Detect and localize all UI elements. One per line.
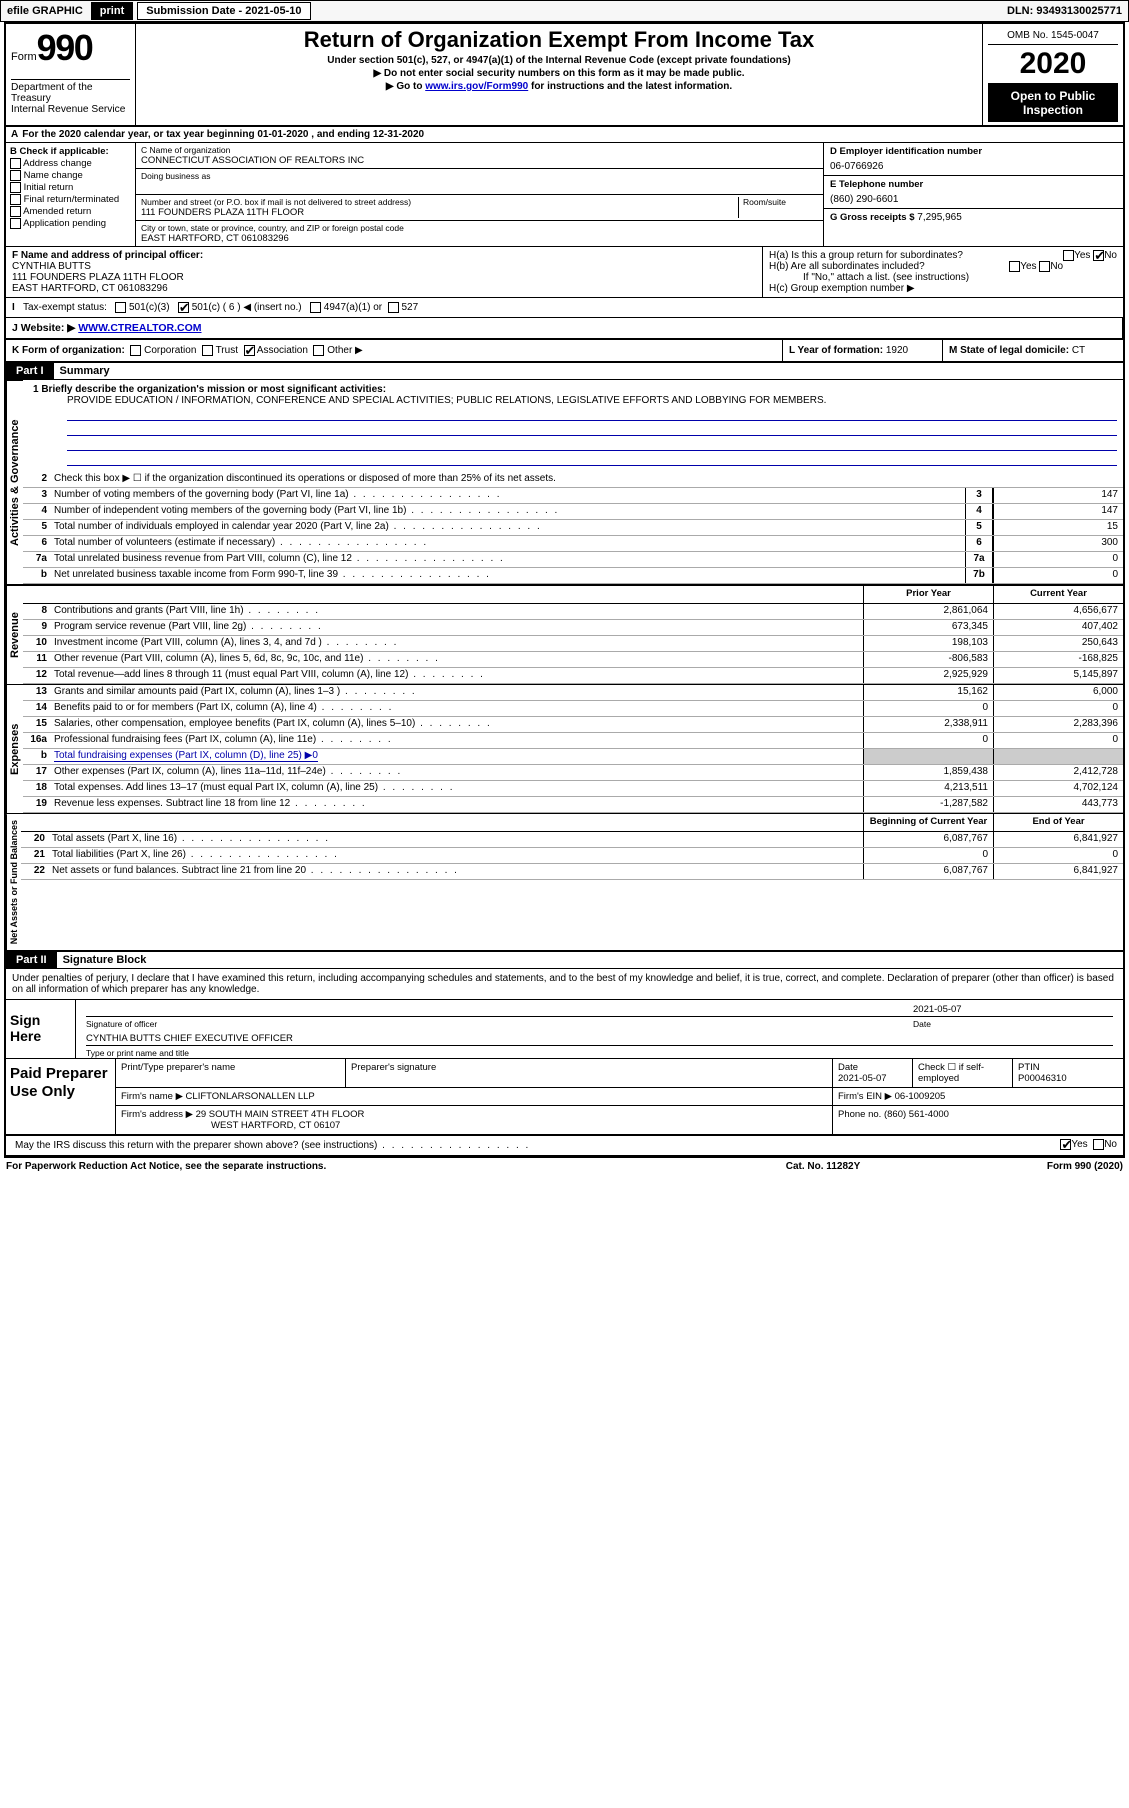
summary-grid: Activities & Governance 1 Briefly descri… bbox=[6, 380, 1123, 586]
omb-number: OMB No. 1545-0047 bbox=[988, 27, 1118, 45]
instruction-2: ▶ Go to www.irs.gov/Form990 for instruct… bbox=[141, 81, 977, 92]
officer-cell: F Name and address of principal officer:… bbox=[6, 247, 763, 297]
revenue-grid: Revenue Prior YearCurrent Year 8Contribu… bbox=[6, 586, 1123, 685]
sign-here-label: Sign Here bbox=[6, 1000, 76, 1058]
form-subtitle: Under section 501(c), 527, or 4947(a)(1)… bbox=[141, 55, 977, 66]
i-row: I Tax-exempt status: 501(c)(3) 501(c) ( … bbox=[6, 298, 1123, 318]
perjury-text: Under penalties of perjury, I declare th… bbox=[6, 969, 1123, 1000]
paid-preparer-row: Paid Preparer Use Only Print/Type prepar… bbox=[6, 1059, 1123, 1136]
page-footer: For Paperwork Reduction Act Notice, see … bbox=[0, 1158, 1129, 1175]
mission-block: 1 Briefly describe the organization's mi… bbox=[23, 380, 1123, 472]
tab-netassets: Net Assets or Fund Balances bbox=[6, 814, 21, 950]
org-name-cell: C Name of organization CONNECTICUT ASSOC… bbox=[136, 143, 823, 169]
chk-initial[interactable]: Initial return bbox=[10, 182, 131, 193]
line-a: AFor the 2020 calendar year, or tax year… bbox=[6, 127, 1123, 143]
print-button[interactable]: print bbox=[91, 2, 133, 20]
tab-revenue: Revenue bbox=[6, 586, 23, 684]
tax-year: 2020 bbox=[988, 45, 1118, 84]
netassets-grid: Net Assets or Fund Balances Beginning of… bbox=[6, 814, 1123, 952]
gross-cell: G Gross receipts $ 7,295,965 bbox=[824, 209, 1123, 226]
ein-cell: D Employer identification number06-07669… bbox=[824, 143, 1123, 176]
omb-cell: OMB No. 1545-0047 2020 Open to Public In… bbox=[983, 24, 1123, 125]
j-row: J Website: ▶ WWW.CTREALTOR.COM bbox=[6, 318, 1123, 340]
tab-expenses: Expenses bbox=[6, 685, 23, 813]
part2-bar: Part II Signature Block bbox=[6, 952, 1123, 969]
dept-label: Department of the Treasury Internal Reve… bbox=[11, 79, 130, 115]
k-row: K Form of organization: Corporation Trus… bbox=[6, 340, 1123, 363]
part1-bar: Part I Summary bbox=[6, 363, 1123, 380]
block-b-c-d: B Check if applicable: Address change Na… bbox=[6, 143, 1123, 247]
chk-amended[interactable]: Amended return bbox=[10, 206, 131, 217]
chk-pending[interactable]: Application pending bbox=[10, 218, 131, 229]
instruction-1: ▶ Do not enter social security numbers o… bbox=[141, 68, 977, 79]
expenses-grid: Expenses 13Grants and similar amounts pa… bbox=[6, 685, 1123, 814]
form-id-cell: Form990 Department of the Treasury Inter… bbox=[6, 24, 136, 125]
dba-cell: Doing business as bbox=[136, 169, 823, 195]
city-cell: City or town, state or province, country… bbox=[136, 221, 823, 246]
phone-cell: E Telephone number(860) 290-6601 bbox=[824, 176, 1123, 209]
addr-cell: Number and street (or P.O. box if mail i… bbox=[136, 195, 823, 221]
top-bar: efile GRAPHIC print Submission Date - 20… bbox=[0, 0, 1129, 22]
b-column: B Check if applicable: Address change Na… bbox=[6, 143, 136, 246]
form-header-row: Form990 Department of the Treasury Inter… bbox=[6, 24, 1123, 127]
discuss-row: May the IRS discuss this return with the… bbox=[6, 1136, 1123, 1156]
c-column: C Name of organization CONNECTICUT ASSOC… bbox=[136, 143, 823, 246]
public-inspection: Open to Public Inspection bbox=[988, 84, 1118, 122]
chk-name[interactable]: Name change bbox=[10, 170, 131, 181]
paid-label: Paid Preparer Use Only bbox=[6, 1059, 116, 1134]
form-number: 990 bbox=[37, 27, 93, 68]
form-word: Form bbox=[11, 51, 37, 63]
chk-final[interactable]: Final return/terminated bbox=[10, 194, 131, 205]
d-column: D Employer identification number06-07669… bbox=[823, 143, 1123, 246]
title-cell: Return of Organization Exempt From Incom… bbox=[136, 24, 983, 125]
chk-address[interactable]: Address change bbox=[10, 158, 131, 169]
website-link[interactable]: WWW.CTREALTOR.COM bbox=[78, 322, 201, 334]
irs-link[interactable]: www.irs.gov/Form990 bbox=[425, 81, 528, 92]
efile-label: efile GRAPHIC bbox=[1, 5, 89, 17]
form-outer: Form990 Department of the Treasury Inter… bbox=[4, 22, 1125, 1158]
dln: DLN: 93493130025771 bbox=[1007, 5, 1128, 17]
f-h-row: F Name and address of principal officer:… bbox=[6, 247, 1123, 298]
tab-activities: Activities & Governance bbox=[6, 380, 23, 584]
h-cell: H(a) Is this a group return for subordin… bbox=[763, 247, 1123, 297]
form-title: Return of Organization Exempt From Incom… bbox=[141, 27, 977, 53]
sign-here-row: Sign Here 2021-05-07 Signature of office… bbox=[6, 1000, 1123, 1059]
submission-date: Submission Date - 2021-05-10 bbox=[137, 2, 310, 20]
